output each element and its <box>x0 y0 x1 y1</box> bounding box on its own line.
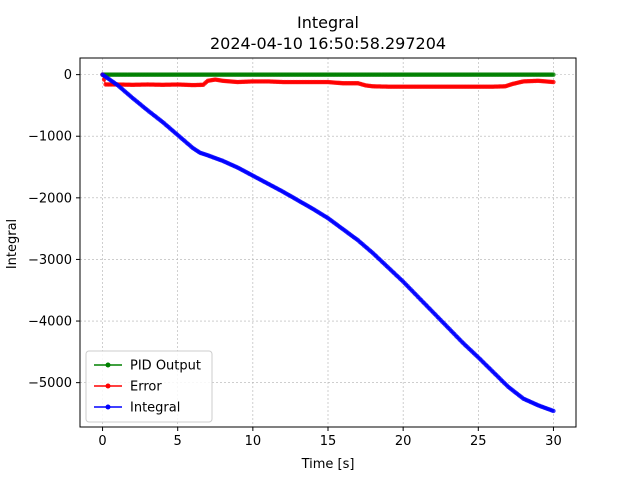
legend-label: PID Output <box>130 359 201 374</box>
legend-label: Integral <box>130 401 180 416</box>
x-tick-label: 0 <box>98 434 106 449</box>
legend-label: Error <box>130 380 162 395</box>
y-tick-label: −4000 <box>28 315 72 330</box>
y-tick-label: −3000 <box>28 253 72 268</box>
chart-subtitle: 2024-04-10 16:50:58.297204 <box>210 34 446 53</box>
legend-swatch-marker <box>105 383 111 389</box>
grid-lines <box>80 58 576 427</box>
x-tick-label: 5 <box>174 434 182 449</box>
y-tick-label: −1000 <box>28 130 72 145</box>
data-point <box>551 72 556 77</box>
series-pid-output <box>100 72 556 77</box>
data-point <box>551 79 556 85</box>
series-error <box>100 72 556 89</box>
chart-title: Integral <box>297 13 359 32</box>
legend-swatch-marker <box>105 362 111 368</box>
legend-swatch-marker <box>105 404 111 410</box>
x-tick-label: 25 <box>470 434 487 449</box>
legend-box <box>85 350 213 423</box>
x-axis-label: Time [s] <box>301 457 355 472</box>
y-tick-label: 0 <box>64 68 72 83</box>
axis-ticks: 0 5 10 15 20 25 30 0 −1000 −2000 −3000 −4000 −5000 <box>28 68 562 449</box>
x-tick-label: 20 <box>395 434 412 449</box>
legend-item: Integral <box>94 401 180 416</box>
y-tick-label: −5000 <box>28 376 72 391</box>
series-integral <box>100 72 556 414</box>
legend: PID Output Error Integral <box>85 350 213 423</box>
y-tick-label: −2000 <box>28 191 72 206</box>
series-lines <box>100 72 556 414</box>
x-tick-label: 30 <box>545 434 562 449</box>
x-tick-label: 15 <box>320 434 337 449</box>
x-tick-label: 10 <box>245 434 262 449</box>
y-axis-label: Integral <box>5 219 20 269</box>
legend-item: Error <box>94 380 162 395</box>
legend-item: PID Output <box>94 359 201 374</box>
data-point <box>551 408 556 414</box>
